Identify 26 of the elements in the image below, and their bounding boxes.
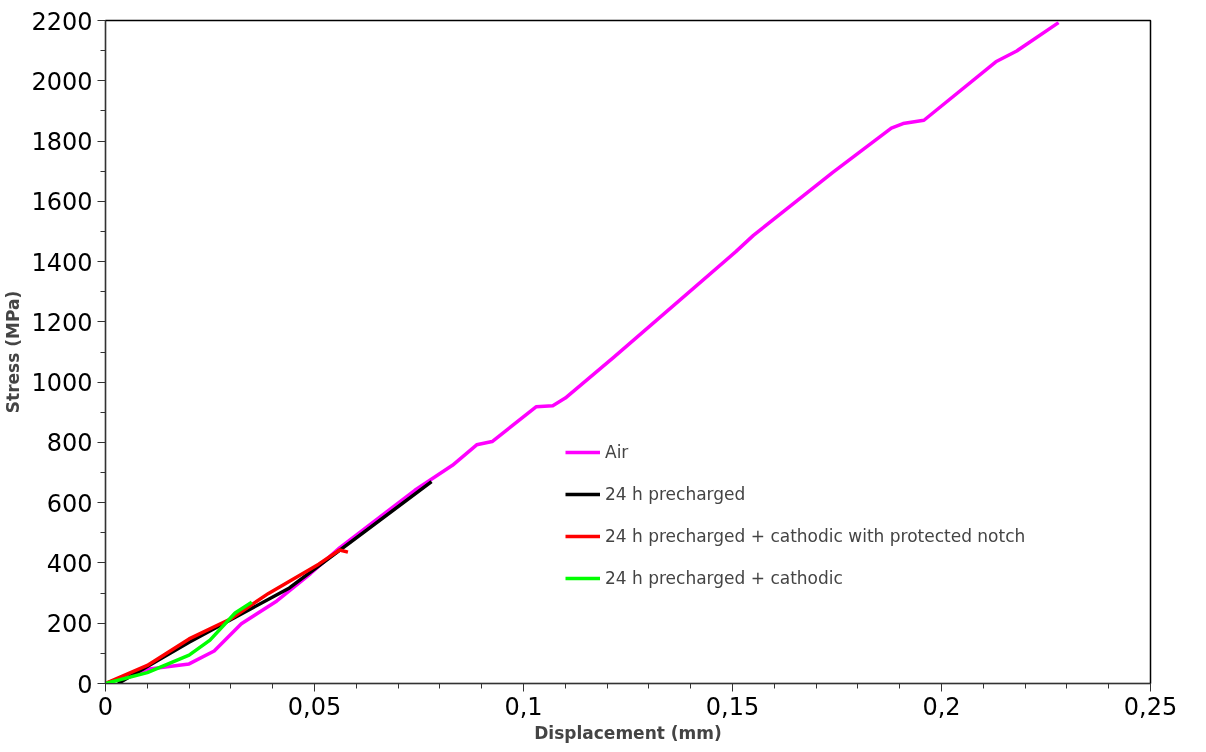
y-tick-label: 600 [46,489,93,518]
y-tick-label: 1000 [31,369,93,398]
x-tick-label: 0,05 [287,692,342,721]
y-tick-label: 800 [46,429,93,458]
y-tick-label: 400 [46,549,93,578]
line-series [105,548,350,684]
x-tick-label: 0,25 [1123,692,1178,721]
y-tick-label: 2000 [31,67,93,96]
y-tick-label: 2200 [31,7,93,36]
x-axis-title: Displacement (mm) [534,722,722,743]
y-tick-label: 200 [46,610,93,639]
legend-label: 24 h precharged + cathodic with protected notch [605,526,1026,546]
legend-label: Air [605,442,629,462]
y-tick-label: 1200 [31,308,93,337]
x-tick-label: 0,1 [504,692,543,721]
y-tick-label: 1800 [31,128,93,157]
x-tick-label: 0 [97,692,114,721]
x-tick-label: 0,2 [922,692,961,721]
line-series [105,600,254,684]
y-tick-label: 1400 [31,248,93,277]
legend-label: 24 h precharged [605,484,746,504]
y-tick-label: 0 [77,670,93,699]
x-tick-label: 0,15 [705,692,760,721]
y-axis-title: Stress (MPa) [3,290,24,414]
y-tick-label: 1600 [31,188,93,217]
legend-label: 24 h precharged + cathodic [605,568,843,588]
